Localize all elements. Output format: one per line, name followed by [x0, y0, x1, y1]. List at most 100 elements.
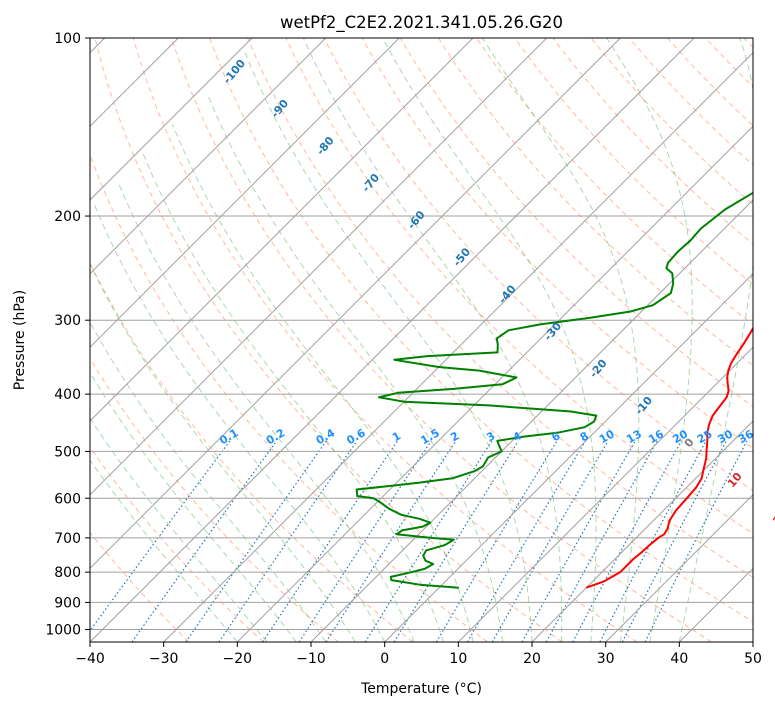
mixing-ratio-label: 3: [484, 429, 497, 444]
x-tick-label: 40: [670, 651, 688, 667]
mixing-ratio-line: [644, 440, 748, 642]
dry-adiabat-line: [399, 38, 753, 408]
dry-adiabat-label: -20: [587, 357, 610, 381]
isotherm-line: [163, 51, 753, 642]
y-tick-label: 400: [54, 387, 81, 403]
moist-adiabat-line: [172, 124, 474, 642]
isotherm-line: [90, 38, 548, 496]
moist-adiabat-line: [382, 38, 597, 642]
y-tick-label: 900: [54, 595, 81, 611]
isotherm-line: [90, 38, 474, 422]
dry-adiabat-label: -100: [220, 57, 248, 87]
line-labels: 0.1 0.2 0.4 0.6 1 1.5 2 3 4 6 8 10 13 16 20 25 30 36-100-…: [217, 57, 775, 528]
dry-adiabat-label: -60: [405, 208, 428, 232]
mixing-ratio-label: 0.2: [264, 426, 287, 447]
dry-adiabat-label: -40: [496, 282, 519, 306]
mixing-ratio-label: 1.5: [418, 426, 441, 447]
dry-adiabat-line: [247, 38, 753, 578]
x-tick-label: 20: [523, 651, 541, 667]
mixing-ratio-line: [325, 440, 457, 642]
isotherm-line: [90, 38, 327, 275]
moist-adiabat-line: [90, 459, 238, 642]
y-axis: 1000 900 800 700 600 500 400 300 200 100: [45, 31, 90, 638]
x-axis: −40 −30 −20 −10 0 10 20 30 40 50: [75, 642, 762, 667]
moist-adiabat-line: [243, 50, 533, 642]
dry-adiabat-line: [170, 38, 712, 642]
y-tick-label: 1000: [45, 622, 81, 638]
mixing-ratio-line: [364, 440, 493, 642]
moist-adiabat-line: [90, 321, 327, 642]
mixing-ratio-label: 0.4: [314, 426, 338, 447]
isotherm-line: [90, 38, 400, 349]
mixing-ratio-line: [521, 440, 636, 642]
isotherm-line: [457, 346, 753, 642]
dry-adiabat-label: -90: [268, 97, 291, 121]
isotherm-line: [605, 493, 753, 642]
mixing-ratio-label: 0.6: [344, 426, 368, 447]
mixing-ratio-line: [491, 440, 609, 642]
mixing-ratio-label: 8: [578, 429, 591, 444]
y-tick-label: 600: [54, 491, 81, 507]
x-tick-label: 0: [380, 651, 389, 667]
mixing-ratio-line: [185, 440, 327, 642]
x-tick-label: 30: [597, 651, 615, 667]
x-tick-label: 50: [744, 651, 762, 667]
dry-adiabat-label: 20: [770, 507, 775, 527]
moist-adiabat-line: [302, 38, 563, 642]
chart-title: wetPf2_C2E2.2021.341.05.26.G20: [280, 13, 563, 33]
isotherm-line: [384, 272, 753, 642]
y-tick-label: 800: [54, 565, 81, 581]
moist-adiabat-line: [90, 371, 297, 642]
isotherm-line: [90, 38, 621, 570]
moist-adiabat-line: [90, 417, 268, 642]
mixing-ratio-label: 13: [624, 427, 644, 446]
profile-line: [585, 326, 753, 589]
moist-adiabat-line: [93, 202, 386, 642]
x-tick-label: −40: [75, 651, 105, 667]
mixing-ratio-line: [90, 440, 231, 632]
dry-adiabat-line: [437, 38, 753, 366]
dry-adiabat-label: -10: [632, 394, 655, 418]
moist-adiabat-line: [90, 262, 356, 642]
dry-adiabat-line: [743, 38, 753, 49]
dry-adiabat-line: [90, 153, 488, 642]
dry-adiabat-line: [132, 38, 638, 642]
moist-adiabat-line: [481, 38, 640, 642]
mixing-ratio-line: [435, 440, 558, 642]
dry-adiabat-label: 10: [725, 470, 745, 490]
dry-adiabat-line: [552, 38, 753, 245]
y-tick-label: 500: [54, 444, 81, 460]
mixing-ratio-line: [298, 440, 432, 642]
y-tick-label: 200: [54, 209, 81, 225]
x-tick-label: −20: [223, 651, 253, 667]
profile-line: [355, 191, 753, 589]
background-lines: [90, 38, 753, 642]
isotherm-line: [531, 420, 753, 642]
dry-adiabat-label: -70: [359, 171, 382, 195]
isotherm-line: [678, 567, 753, 642]
mixing-ratio-line: [545, 440, 658, 642]
mixing-ratio-line: [466, 440, 587, 642]
mixing-ratio-label: 10: [597, 427, 617, 446]
dry-adiabat-line: [590, 38, 753, 206]
moist-adiabat-line: [678, 38, 753, 642]
mixing-ratio-label: 2: [448, 429, 461, 444]
dry-adiabat-line: [209, 38, 753, 623]
isotherm-line: [752, 641, 753, 642]
mixing-ratio-label: 0.1: [217, 426, 240, 447]
dry-adiabat-line: [667, 38, 753, 127]
y-tick-label: 700: [54, 531, 81, 547]
mixing-ratio-label: 30: [715, 427, 735, 446]
x-tick-label: −10: [296, 651, 326, 667]
plot-frame: [89, 37, 754, 643]
mixing-ratio-label: 1: [390, 429, 403, 444]
isotherm-line: [310, 199, 753, 642]
moist-adiabat-line: [117, 181, 415, 642]
grid: [90, 38, 753, 642]
isotherm-line: [90, 38, 695, 642]
dry-adiabat-line: [90, 357, 339, 642]
mixing-ratio-line: [262, 440, 399, 642]
moist-adiabat-line: [606, 38, 693, 642]
dry-adiabat-line: [94, 38, 563, 642]
x-axis-label: Temperature (°C): [360, 681, 482, 697]
